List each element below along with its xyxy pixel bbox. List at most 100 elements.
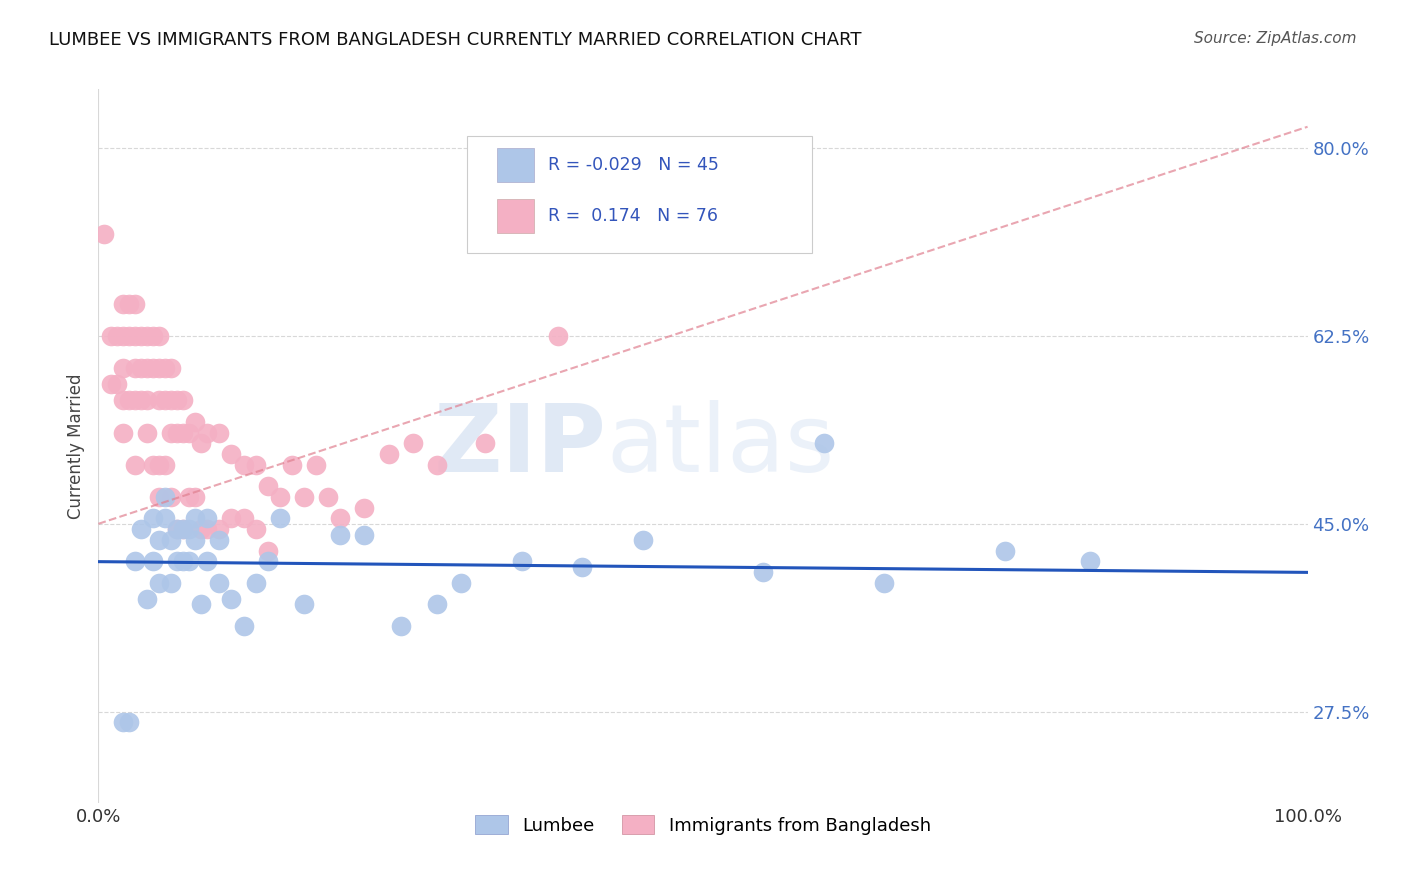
Point xyxy=(208,522,231,536)
Point xyxy=(153,361,176,376)
Point xyxy=(118,329,141,343)
Point xyxy=(256,554,278,568)
Point xyxy=(142,361,165,376)
Point xyxy=(377,447,399,461)
Point xyxy=(135,329,157,343)
Text: R = -0.029   N = 45: R = -0.029 N = 45 xyxy=(548,156,718,174)
Point xyxy=(153,458,176,472)
Point xyxy=(316,490,339,504)
Point xyxy=(148,490,170,504)
Point xyxy=(124,297,146,311)
Point xyxy=(148,458,170,472)
Point xyxy=(172,554,194,568)
Point xyxy=(93,227,115,241)
Point xyxy=(153,511,176,525)
Point xyxy=(124,554,146,568)
Point xyxy=(179,554,201,568)
Point xyxy=(148,393,170,408)
Point xyxy=(148,533,170,547)
Point xyxy=(160,393,183,408)
Point xyxy=(166,522,188,536)
Text: LUMBEE VS IMMIGRANTS FROM BANGLADESH CURRENTLY MARRIED CORRELATION CHART: LUMBEE VS IMMIGRANTS FROM BANGLADESH CUR… xyxy=(49,31,862,49)
Point xyxy=(179,425,201,440)
Point xyxy=(166,393,188,408)
Point xyxy=(190,597,212,611)
Bar xyxy=(498,148,534,182)
Point xyxy=(135,361,157,376)
Point xyxy=(232,619,254,633)
Text: atlas: atlas xyxy=(606,400,835,492)
Point xyxy=(190,436,212,450)
Point xyxy=(166,554,188,568)
Point xyxy=(245,522,267,536)
Point xyxy=(166,425,188,440)
Point xyxy=(994,543,1017,558)
Point xyxy=(221,511,243,525)
Point xyxy=(135,393,157,408)
Point xyxy=(111,329,134,343)
Point xyxy=(269,511,291,525)
Point xyxy=(195,425,218,440)
Point xyxy=(111,425,134,440)
Point xyxy=(195,522,218,536)
Point xyxy=(389,619,412,633)
Point xyxy=(450,575,472,590)
Bar xyxy=(498,199,534,234)
Point xyxy=(631,533,654,547)
FancyBboxPatch shape xyxy=(467,136,811,253)
Point xyxy=(426,597,449,611)
Point xyxy=(873,575,896,590)
Point xyxy=(426,458,449,472)
Point xyxy=(160,490,183,504)
Point xyxy=(160,425,183,440)
Point xyxy=(111,297,134,311)
Point xyxy=(100,329,122,343)
Point xyxy=(172,425,194,440)
Point xyxy=(292,490,315,504)
Point xyxy=(100,377,122,392)
Point xyxy=(118,715,141,730)
Point xyxy=(256,543,278,558)
Point xyxy=(353,527,375,541)
Point xyxy=(195,554,218,568)
Point xyxy=(135,591,157,606)
Point xyxy=(142,458,165,472)
Point xyxy=(153,393,176,408)
Point xyxy=(184,533,207,547)
Point xyxy=(571,559,593,574)
Point xyxy=(111,393,134,408)
Point xyxy=(752,565,775,579)
Point xyxy=(111,715,134,730)
Point xyxy=(129,361,152,376)
Point xyxy=(148,575,170,590)
Y-axis label: Currently Married: Currently Married xyxy=(67,373,86,519)
Point xyxy=(221,447,243,461)
Text: R =  0.174   N = 76: R = 0.174 N = 76 xyxy=(548,207,718,225)
Point xyxy=(142,554,165,568)
Point xyxy=(129,522,152,536)
Point xyxy=(208,575,231,590)
Point xyxy=(474,436,496,450)
Point xyxy=(124,458,146,472)
Point xyxy=(172,522,194,536)
Point xyxy=(105,377,128,392)
Point xyxy=(124,329,146,343)
Point xyxy=(153,490,176,504)
Point xyxy=(124,393,146,408)
Point xyxy=(353,500,375,515)
Point xyxy=(329,527,352,541)
Point xyxy=(142,329,165,343)
Point xyxy=(813,436,835,450)
Point xyxy=(148,361,170,376)
Point xyxy=(184,511,207,525)
Point xyxy=(118,297,141,311)
Point xyxy=(547,329,569,343)
Point xyxy=(221,591,243,606)
Point xyxy=(208,533,231,547)
Point xyxy=(184,415,207,429)
Point xyxy=(510,554,533,568)
Legend: Lumbee, Immigrants from Bangladesh: Lumbee, Immigrants from Bangladesh xyxy=(467,806,939,844)
Point xyxy=(160,533,183,547)
Point xyxy=(124,361,146,376)
Point xyxy=(232,458,254,472)
